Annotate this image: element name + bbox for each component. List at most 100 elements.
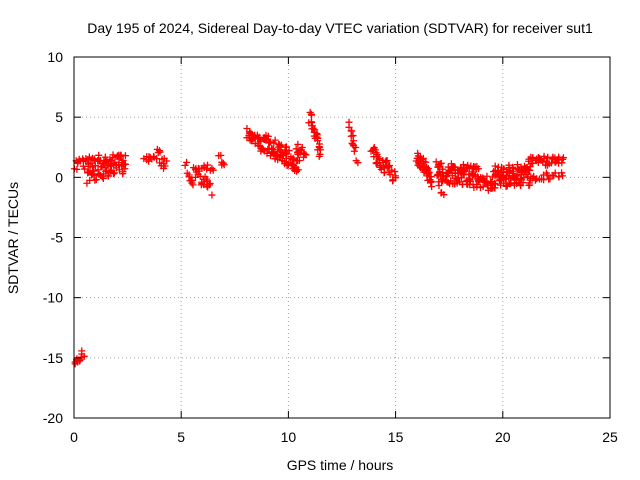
data-point	[115, 166, 123, 174]
y-axis-label: SDTVAR / TECUs	[5, 182, 21, 294]
data-point	[382, 158, 390, 166]
data-point	[209, 166, 217, 174]
data-point	[82, 155, 90, 163]
data-point	[308, 122, 316, 130]
data-point	[466, 176, 474, 184]
data-point	[181, 161, 189, 169]
grid-lines	[74, 57, 610, 418]
data-point	[427, 173, 435, 181]
y-tick-label: -5	[51, 230, 64, 246]
x-tick-label: 5	[177, 429, 185, 445]
y-tick-label: 5	[55, 109, 63, 125]
data-point	[558, 159, 566, 167]
axis-ticks	[73, 56, 611, 419]
data-point	[435, 181, 443, 189]
data-point	[282, 143, 290, 151]
data-point	[375, 155, 383, 163]
data-point	[217, 151, 225, 159]
data-point	[555, 173, 563, 181]
data-point	[509, 163, 517, 171]
data-point	[509, 167, 517, 175]
data-point	[354, 159, 362, 167]
data-point	[428, 183, 436, 191]
data-point	[220, 161, 228, 169]
data-point	[120, 160, 128, 168]
data-point	[204, 161, 212, 169]
data-point	[308, 111, 316, 119]
data-point	[414, 149, 422, 157]
data-point	[266, 138, 274, 146]
data-points	[70, 108, 567, 368]
data-point	[91, 162, 99, 170]
data-point	[350, 147, 358, 155]
data-point	[516, 175, 524, 183]
data-point	[540, 152, 548, 160]
y-tick-label: -20	[43, 410, 63, 426]
data-point	[519, 179, 527, 187]
data-point	[161, 162, 169, 170]
data-point	[458, 174, 466, 182]
data-point	[183, 158, 191, 166]
data-point	[308, 118, 316, 126]
data-point	[78, 347, 86, 355]
data-point	[311, 126, 319, 134]
data-point	[156, 148, 164, 156]
data-point	[109, 170, 117, 178]
data-point	[106, 162, 114, 170]
data-point	[302, 151, 310, 159]
y-tick-label: -10	[43, 290, 63, 306]
data-point	[208, 165, 216, 173]
tick-labels: 0 5 10 15 20 25 -20 -15 -10 -5 0 5 10	[43, 49, 618, 445]
data-point	[479, 183, 487, 191]
chart-title: Day 195 of 2024, Sidereal Day-to-day VTE…	[87, 20, 593, 36]
data-point	[531, 176, 539, 184]
data-point	[475, 165, 483, 173]
data-point	[440, 191, 448, 199]
x-tick-label: 20	[495, 429, 511, 445]
data-point	[276, 142, 284, 150]
data-point	[349, 140, 357, 148]
data-point	[285, 147, 293, 155]
data-point	[163, 157, 171, 165]
data-point	[487, 178, 495, 186]
data-point	[98, 173, 106, 181]
data-point	[513, 161, 521, 169]
y-tick-label: -15	[43, 350, 63, 366]
data-point	[121, 152, 129, 160]
data-point	[263, 149, 271, 157]
data-point	[268, 144, 276, 152]
data-point	[85, 153, 93, 161]
data-point	[425, 168, 433, 176]
data-point	[92, 176, 100, 184]
y-tick-label: 10	[47, 49, 63, 65]
data-point	[316, 146, 324, 154]
data-point	[559, 172, 567, 180]
data-point	[100, 163, 108, 171]
data-point	[73, 165, 81, 173]
x-tick-label: 25	[602, 429, 618, 445]
data-point	[461, 167, 469, 175]
data-point	[392, 174, 400, 182]
data-point	[264, 132, 272, 140]
data-point	[386, 171, 394, 179]
data-point	[206, 180, 214, 188]
data-point	[491, 179, 499, 187]
data-point	[90, 172, 98, 180]
x-tick-label: 10	[281, 429, 297, 445]
data-point	[558, 169, 566, 177]
data-point	[281, 148, 289, 156]
data-point	[99, 174, 107, 182]
data-point	[88, 163, 96, 171]
data-point	[388, 166, 396, 174]
data-point	[294, 166, 302, 174]
data-point	[189, 181, 197, 189]
data-point	[295, 156, 303, 164]
data-point	[185, 173, 193, 181]
data-point	[479, 174, 487, 182]
x-axis-label: GPS time / hours	[287, 457, 394, 473]
data-point	[348, 127, 356, 135]
x-tick-label: 15	[388, 429, 404, 445]
y-tick-label: 0	[55, 169, 63, 185]
data-point	[208, 191, 216, 199]
data-point	[437, 159, 445, 167]
